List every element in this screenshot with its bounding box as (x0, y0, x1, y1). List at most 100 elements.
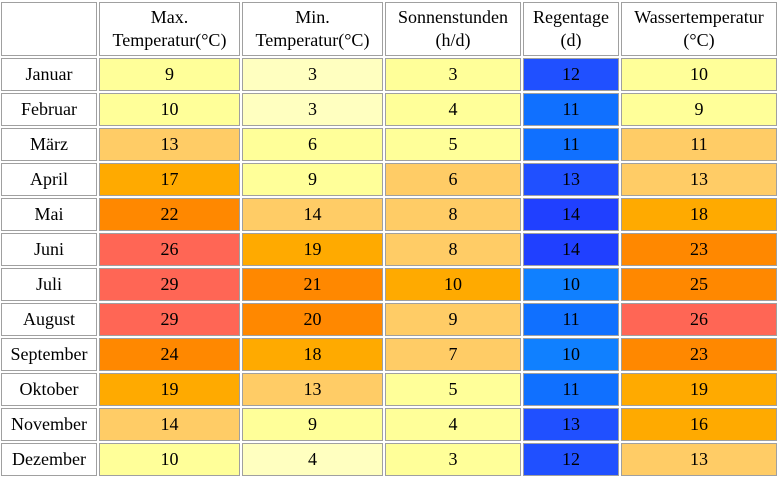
header-corner (1, 2, 97, 56)
header-water-temp-line2: (°C) (683, 30, 715, 50)
table-row: Mai 22 14 8 14 18 (1, 198, 777, 231)
month-label: Februar (1, 93, 97, 126)
water-temp-cell: 19 (621, 373, 777, 406)
month-label: April (1, 163, 97, 196)
rain-days-cell: 11 (523, 373, 619, 406)
min-temp-cell: 14 (242, 198, 383, 231)
header-rain-days-line1: Regentage (533, 7, 609, 27)
sunshine-cell: 8 (385, 233, 521, 266)
month-label: August (1, 303, 97, 336)
min-temp-cell: 9 (242, 163, 383, 196)
table-row: Juli 29 21 10 10 25 (1, 268, 777, 301)
water-temp-cell: 10 (621, 58, 777, 91)
min-temp-cell: 3 (242, 93, 383, 126)
header-max-temp: Max. Temperatur(°C) (99, 2, 240, 56)
water-temp-cell: 13 (621, 443, 777, 476)
table-row: September 24 18 7 10 23 (1, 338, 777, 371)
table-row: November 14 9 4 13 16 (1, 408, 777, 441)
max-temp-cell: 9 (99, 58, 240, 91)
max-temp-cell: 17 (99, 163, 240, 196)
water-temp-cell: 25 (621, 268, 777, 301)
min-temp-cell: 18 (242, 338, 383, 371)
rain-days-cell: 12 (523, 58, 619, 91)
header-water-temp-line1: Wassertemperatur (634, 7, 764, 27)
month-label: Juni (1, 233, 97, 266)
month-label: Mai (1, 198, 97, 231)
water-temp-cell: 11 (621, 128, 777, 161)
sunshine-cell: 5 (385, 128, 521, 161)
sunshine-cell: 7 (385, 338, 521, 371)
max-temp-cell: 29 (99, 303, 240, 336)
header-max-temp-line1: Max. (150, 7, 189, 27)
max-temp-cell: 19 (99, 373, 240, 406)
header-water-temp: Wassertemperatur (°C) (621, 2, 777, 56)
rain-days-cell: 11 (523, 303, 619, 336)
table-row: Dezember 10 4 3 12 13 (1, 443, 777, 476)
water-temp-cell: 13 (621, 163, 777, 196)
table-row: Oktober 19 13 5 11 19 (1, 373, 777, 406)
sunshine-cell: 4 (385, 408, 521, 441)
max-temp-cell: 13 (99, 128, 240, 161)
sunshine-cell: 9 (385, 303, 521, 336)
min-temp-cell: 9 (242, 408, 383, 441)
max-temp-cell: 22 (99, 198, 240, 231)
sunshine-cell: 6 (385, 163, 521, 196)
header-sunshine-line2: (h/d) (435, 30, 471, 50)
header-min-temp: Min. Temperatur(°C) (242, 2, 383, 56)
min-temp-cell: 6 (242, 128, 383, 161)
table-row: Februar 10 3 4 11 9 (1, 93, 777, 126)
min-temp-cell: 3 (242, 58, 383, 91)
rain-days-cell: 11 (523, 128, 619, 161)
header-sunshine-line1: Sonnenstunden (398, 7, 508, 27)
sunshine-cell: 3 (385, 443, 521, 476)
month-label: Juli (1, 268, 97, 301)
rain-days-cell: 10 (523, 268, 619, 301)
rain-days-cell: 13 (523, 163, 619, 196)
table-row: Juni 26 19 8 14 23 (1, 233, 777, 266)
max-temp-cell: 29 (99, 268, 240, 301)
rain-days-cell: 14 (523, 233, 619, 266)
month-label: Dezember (1, 443, 97, 476)
min-temp-cell: 4 (242, 443, 383, 476)
max-temp-cell: 10 (99, 93, 240, 126)
month-label: September (1, 338, 97, 371)
min-temp-cell: 21 (242, 268, 383, 301)
sunshine-cell: 4 (385, 93, 521, 126)
rain-days-cell: 11 (523, 93, 619, 126)
rain-days-cell: 14 (523, 198, 619, 231)
header-sunshine: Sonnenstunden (h/d) (385, 2, 521, 56)
header-row: Max. Temperatur(°C) Min. Temperatur(°C) … (1, 2, 777, 56)
max-temp-cell: 14 (99, 408, 240, 441)
water-temp-cell: 16 (621, 408, 777, 441)
sunshine-cell: 5 (385, 373, 521, 406)
header-rain-days-line2: (d) (560, 30, 582, 50)
max-temp-cell: 10 (99, 443, 240, 476)
header-min-temp-line1: Min. (295, 7, 330, 27)
sunshine-cell: 8 (385, 198, 521, 231)
rain-days-cell: 10 (523, 338, 619, 371)
water-temp-cell: 26 (621, 303, 777, 336)
header-max-temp-line2: Temperatur(°C) (112, 30, 227, 50)
month-label: Oktober (1, 373, 97, 406)
rain-days-cell: 13 (523, 408, 619, 441)
max-temp-cell: 24 (99, 338, 240, 371)
month-label: November (1, 408, 97, 441)
water-temp-cell: 9 (621, 93, 777, 126)
header-rain-days: Regentage (d) (523, 2, 619, 56)
min-temp-cell: 13 (242, 373, 383, 406)
month-label: März (1, 128, 97, 161)
water-temp-cell: 23 (621, 233, 777, 266)
month-label: Januar (1, 58, 97, 91)
sunshine-cell: 10 (385, 268, 521, 301)
sunshine-cell: 3 (385, 58, 521, 91)
table-row: April 17 9 6 13 13 (1, 163, 777, 196)
table-row: August 29 20 9 11 26 (1, 303, 777, 336)
table-row: März 13 6 5 11 11 (1, 128, 777, 161)
header-min-temp-line2: Temperatur(°C) (255, 30, 370, 50)
min-temp-cell: 20 (242, 303, 383, 336)
rain-days-cell: 12 (523, 443, 619, 476)
min-temp-cell: 19 (242, 233, 383, 266)
table-row: Januar 9 3 3 12 10 (1, 58, 777, 91)
max-temp-cell: 26 (99, 233, 240, 266)
